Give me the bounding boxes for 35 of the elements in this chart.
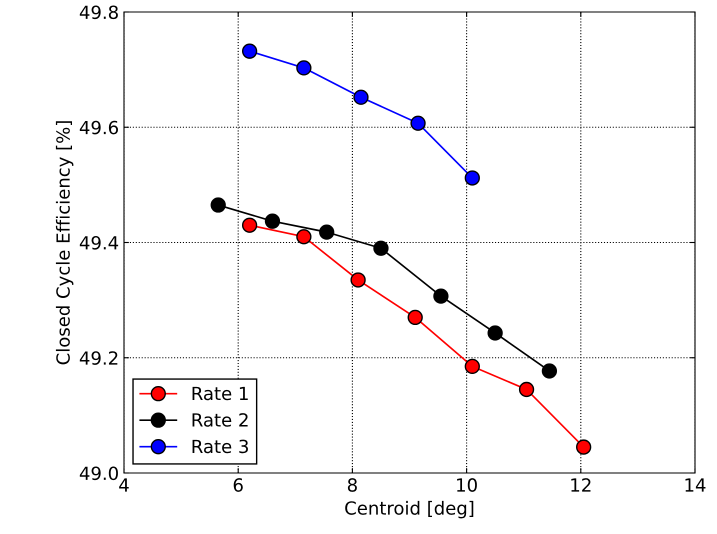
point [373, 240, 389, 256]
point [433, 288, 449, 304]
point [319, 224, 334, 240]
point [464, 170, 480, 186]
y-axis-title: Closed Cycle Efficiency [%] [56, 121, 74, 364]
point [296, 229, 312, 244]
point [488, 325, 503, 341]
legend-label: Rate 2 [192, 413, 248, 427]
legend-label: Rate 1 [192, 386, 248, 400]
point [576, 439, 592, 455]
y-tick-label: 49.2 [80, 351, 118, 365]
point [296, 60, 312, 76]
y-tick-label: 49.8 [80, 5, 118, 20]
x-tick-label: 12 [571, 478, 590, 492]
point [350, 272, 366, 288]
point [210, 197, 226, 213]
point [242, 44, 258, 59]
point [242, 218, 258, 233]
point [408, 310, 423, 326]
y-tick-label: 49.4 [80, 236, 118, 250]
x-tick-label: 4 [119, 478, 129, 492]
x-tick-label: 6 [234, 478, 243, 492]
point [518, 382, 534, 398]
x-axis-title: Centroid [deg] [345, 500, 474, 518]
y-tick-label: 49.6 [80, 120, 118, 134]
x-tick-label: 8 [348, 478, 357, 492]
x-tick-label: 10 [457, 478, 477, 492]
legend-label: Rate 3 [192, 440, 248, 454]
point [410, 116, 426, 131]
point [542, 363, 558, 379]
point [264, 214, 280, 229]
point [464, 358, 480, 374]
x-tick-label: 14 [685, 478, 706, 492]
y-tick-label: 49.0 [80, 466, 118, 480]
point [353, 90, 369, 105]
